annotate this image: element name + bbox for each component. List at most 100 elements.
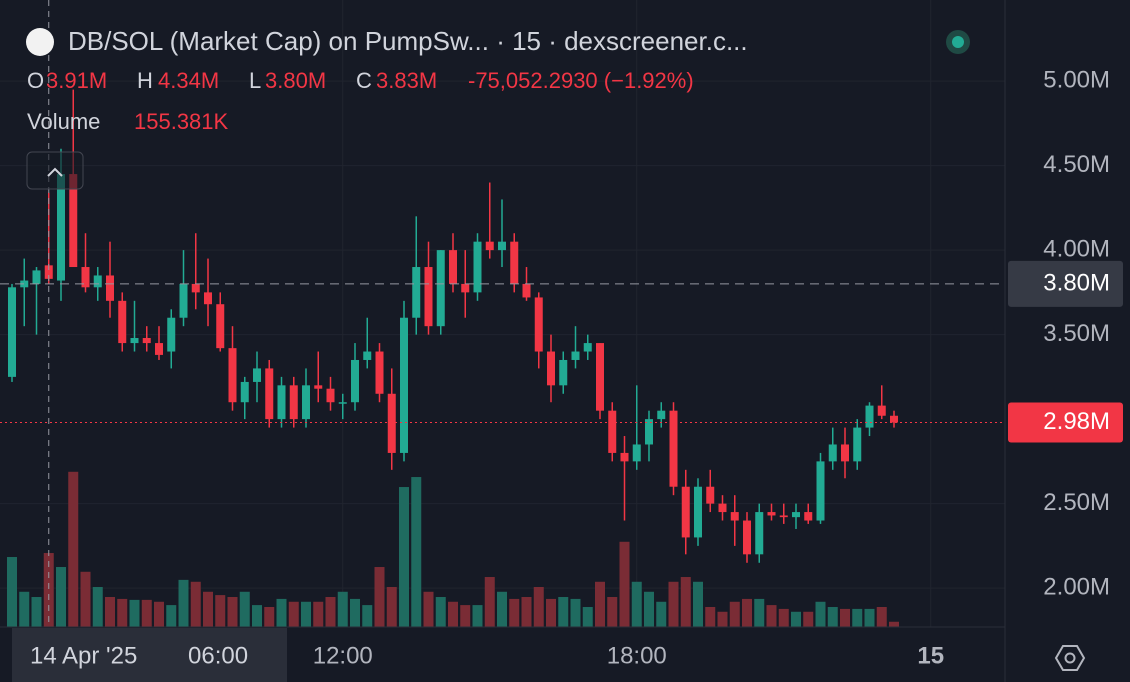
y-tick-label: 4.00M [1043,235,1110,262]
candle-body [167,317,176,352]
volume-bar [619,541,630,627]
volume-bar [644,591,654,627]
volume-bar [754,598,765,627]
volume-bar [448,601,458,627]
candle-body [265,368,274,420]
candle-body [792,512,800,518]
legend-value: 3.80M [265,68,326,93]
candle-body [865,405,874,428]
volume-bar [582,607,593,627]
candle-body [412,267,421,318]
crosshair-date: 14 Apr '25 [30,642,137,669]
volume-bar [350,598,360,627]
volume-bar [264,607,275,627]
candle-body [473,241,482,293]
candle-body [694,486,702,538]
candle-body [314,385,323,389]
volume-bar [19,591,30,627]
volume-bar [80,571,91,627]
volume-bar [729,601,740,627]
candle-body [620,452,629,462]
settings-icon[interactable] [1054,645,1086,671]
candle-body [179,283,188,318]
candle-body [253,368,261,382]
volume-bar [56,567,66,627]
volume-bar [680,577,691,627]
candle-body [779,515,788,518]
candle-body [706,486,715,504]
candle-body [547,351,555,386]
volume-bar [68,471,79,627]
candle-body [743,520,751,555]
volume-bar [301,601,311,627]
candle-body [44,265,53,279]
candle-body [890,415,898,423]
legend-value: 4.34M [158,68,219,93]
volume-bar [827,607,838,627]
candle-body [191,283,200,293]
candle-body [559,359,568,386]
candle-body [338,402,347,404]
candle-body [522,283,531,298]
x-tick-label: 18:00 [607,642,667,669]
volume-bar [313,601,324,627]
volume-bar [595,581,605,627]
candle-body [240,381,249,403]
y-tick-label: 2.00M [1043,573,1110,600]
collapse-button[interactable] [26,151,84,190]
x-tick-label: 15 [917,642,944,669]
candle-body [228,348,237,403]
candle-body [20,280,29,288]
candle-body [816,461,825,521]
candle-body [93,275,102,288]
volume-bar [239,591,250,627]
volume-bar [423,591,434,627]
candle-body [81,267,90,288]
volume-bar [43,553,54,627]
candle-body [130,338,139,344]
volume-bar [791,611,801,627]
candle-body [681,486,690,538]
candle-body [106,275,114,301]
volume-bar [129,599,140,627]
volume-bar [105,597,115,627]
volume-label: Volume [27,109,100,134]
candle-body [32,270,41,284]
volume-bar [484,577,495,627]
candle-body [583,343,592,352]
x-tick-label: 12:00 [313,642,373,669]
candle-body [436,250,445,327]
volume-bar [362,605,373,627]
candle-body [571,351,580,360]
plot [0,0,1005,627]
volume-bar [864,608,875,627]
candle-body [326,388,335,403]
volume-bar [656,601,667,627]
candle-body [767,512,776,516]
candle-body [730,512,739,521]
candle-body [608,410,617,453]
candle-body [302,385,310,420]
crosshair-price-box [1008,260,1123,307]
candle-body [449,250,457,284]
volume-value: 155.381K [134,109,229,134]
volume-bar [337,591,348,627]
volume-bar [154,601,164,627]
volume-bar [889,621,899,627]
candle-body [375,351,384,394]
volume-bar [840,608,850,627]
volume-bar [178,579,189,627]
volume-bar [276,598,287,627]
volume-bar [435,597,446,627]
volume-bar [852,608,863,627]
candle-body [804,512,813,521]
volume-bar [546,598,556,627]
volume-bar [766,605,777,627]
candle-body [8,287,16,377]
candle-body [841,444,849,462]
candle-body [498,241,506,251]
volume-bar [141,599,152,627]
volume-bar [386,587,397,627]
